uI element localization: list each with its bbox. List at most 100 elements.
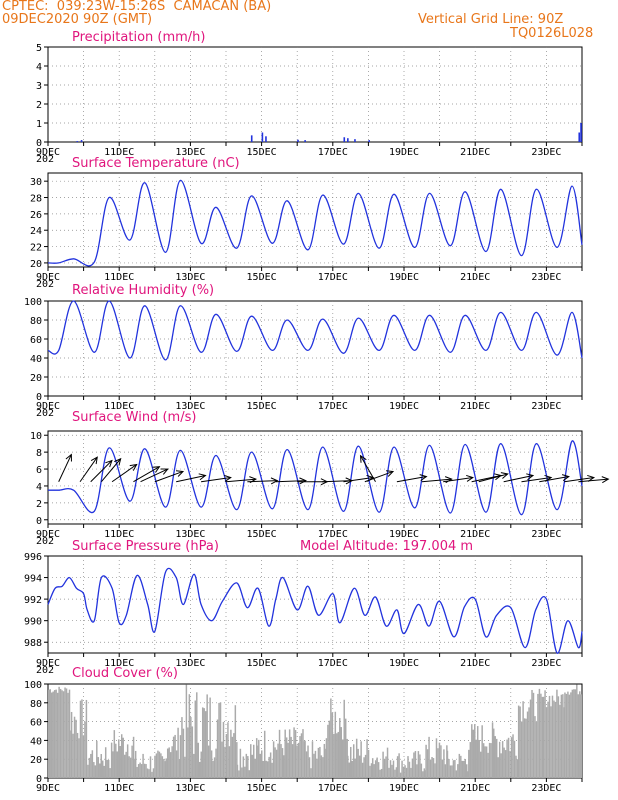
cloud-bar [116, 751, 119, 778]
humidity-xtick-label: 15DEC [247, 401, 277, 412]
cloud-bar [484, 746, 486, 778]
cloud-ytick-label: 100 [24, 680, 42, 691]
cloud-bar [317, 747, 320, 778]
precip-bar [76, 141, 79, 142]
cloud-bar [479, 751, 482, 778]
cloud-bar [261, 750, 263, 778]
cloud-bar [515, 755, 517, 778]
cloud-bar [168, 747, 170, 778]
cloud-bar [371, 758, 374, 778]
wind-arrow [275, 477, 307, 485]
cloud-bar [538, 688, 541, 778]
cloud-bar [290, 736, 292, 778]
cloud-bar [482, 743, 485, 778]
cloud-bar [398, 753, 400, 778]
pressure-xtick-label: 21DEC [460, 658, 490, 669]
precipitation-frame [47, 46, 583, 143]
cloud-bar [210, 750, 213, 778]
cloud-bar [191, 726, 194, 778]
humidity-xtick-overflow: 202 [36, 408, 54, 419]
temperature-ytick-label: 20 [30, 259, 42, 270]
precipitation-ytick-label: 4 [36, 62, 42, 73]
cloud-bar [532, 692, 535, 778]
cloud-bar [222, 721, 225, 778]
cloud-bar [490, 743, 492, 778]
cloud-bar [460, 755, 462, 778]
cloud-bar [446, 750, 449, 778]
cloud-bar [314, 750, 317, 778]
wind-arrow [578, 476, 610, 484]
precip-bar [578, 132, 581, 142]
wind-xtick-label: 11DEC [104, 529, 134, 540]
cloud-bar [254, 758, 256, 778]
precipitation-xtick-label: 9DEC [36, 147, 60, 158]
cloud-bar [545, 707, 548, 778]
cloud-bar [429, 759, 432, 778]
pressure-ytick-label: 990 [24, 617, 42, 628]
cloud-bar [374, 760, 377, 778]
cloud-bar [155, 753, 158, 778]
cloud-bar [577, 694, 580, 778]
cloud-bar [422, 771, 424, 778]
cloud-bar [401, 760, 403, 778]
cloud-bar [461, 760, 464, 778]
cloud-bar [367, 749, 370, 778]
header-station: CPTEC: 039:23W-15:26S CAMACAN (BA) [2, 0, 272, 14]
cloud-bar [158, 751, 161, 778]
cloud-bar [512, 734, 514, 778]
wind-arrow [564, 474, 596, 483]
cloud-bar [348, 762, 351, 778]
cloud-bar [90, 753, 92, 778]
cloud-bar [355, 738, 358, 778]
cloud-bar [328, 720, 331, 778]
cloud-bar [73, 716, 76, 778]
cloud-bar [567, 691, 569, 778]
cloud-bar [510, 737, 513, 778]
cloud-bar [131, 745, 133, 778]
wind-arrow [201, 474, 232, 483]
cloud-bar [351, 760, 353, 778]
cloud-bar [93, 762, 95, 778]
cloud-bar [58, 686, 60, 778]
cloud-bar [241, 767, 243, 778]
cloud-bar [432, 758, 435, 778]
cloud-bar [471, 724, 473, 778]
humidity-ytick-label: 0 [36, 392, 42, 403]
temperature-xtick-label: 9DEC [36, 272, 60, 283]
wind-xtick-label: 17DEC [318, 529, 348, 540]
cloud-bar [97, 757, 100, 778]
cloud-bar [410, 767, 412, 778]
cloud-bar [434, 763, 436, 778]
cloud-bar [107, 759, 110, 778]
cloud-bar [91, 750, 94, 778]
wind-line [48, 440, 583, 516]
cloud-bar [101, 760, 104, 778]
cloud-bar [579, 691, 581, 778]
cloud-bar [233, 733, 235, 778]
wind-xtick-overflow: 202 [36, 536, 54, 547]
cloud-bar [171, 746, 173, 778]
temperature-xtick-label: 21DEC [460, 272, 490, 283]
cloud-bar [550, 706, 552, 778]
pressure-subtitle: Model Altitude: 197.004 m [300, 539, 473, 554]
cloud-bar [200, 751, 202, 778]
precipitation-xtick-label: 13DEC [175, 147, 205, 158]
cloud-bar [494, 736, 496, 778]
pressure-frame [47, 555, 583, 654]
cloud-bar [308, 757, 311, 778]
precipitation-xtick-label: 23DEC [531, 147, 561, 158]
cloud-bar [258, 739, 260, 778]
cloud-bar [236, 742, 238, 778]
cloud-bar [143, 763, 146, 778]
cloud-bar [67, 692, 69, 778]
wind-arrow [364, 470, 395, 483]
cloud-bar [299, 736, 301, 778]
cloud-xtick-label: 17DEC [318, 783, 348, 794]
cloud-bar [76, 732, 79, 778]
cloud-xtick-label: 11DEC [104, 783, 134, 794]
cloud-bar [59, 688, 62, 778]
cloud-bar [72, 733, 74, 778]
cloud-bar [291, 744, 294, 778]
wind-xtick-label: 19DEC [389, 529, 419, 540]
